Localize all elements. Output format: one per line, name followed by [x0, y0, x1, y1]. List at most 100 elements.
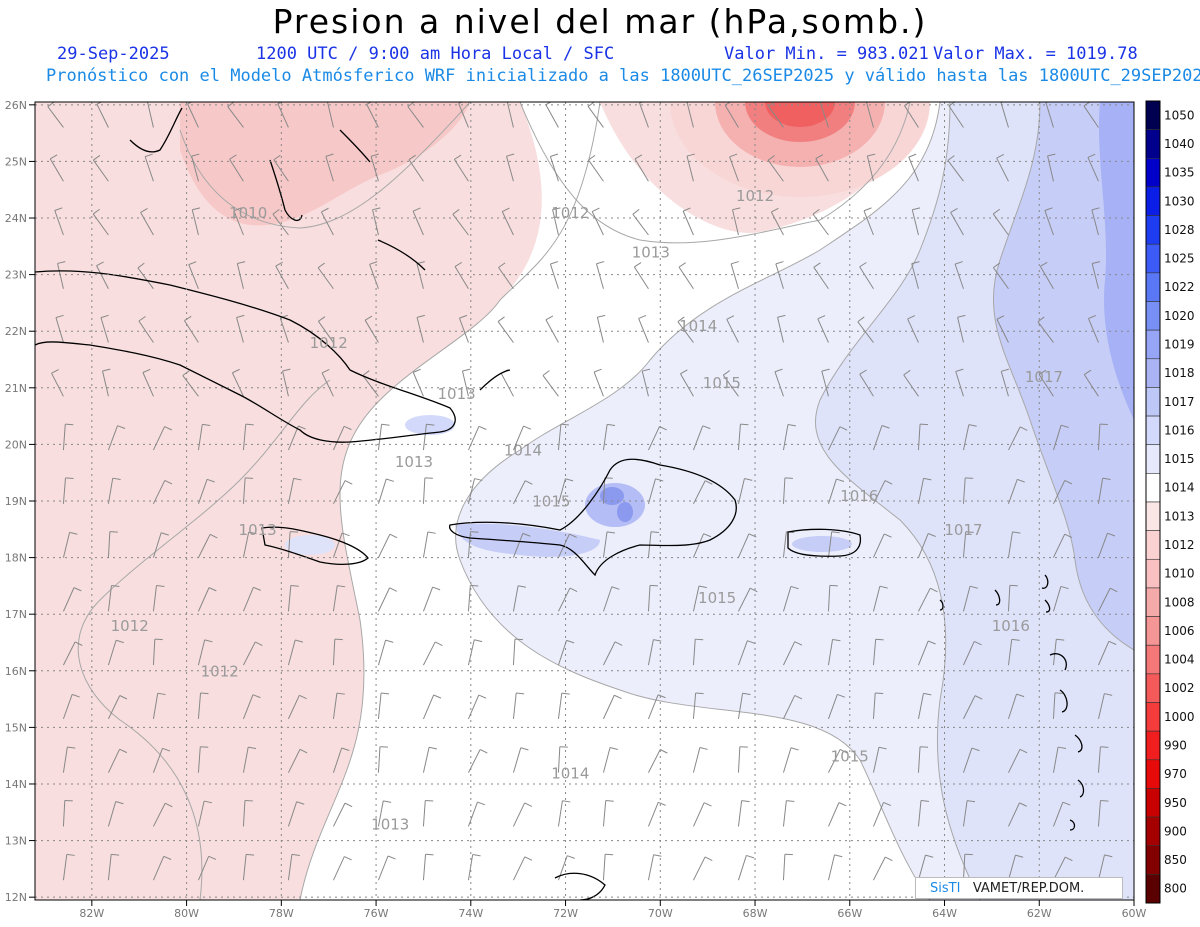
wind-barb-flag	[144, 153, 153, 158]
lat-tick-label: 26N	[5, 99, 27, 112]
wind-barb	[1097, 854, 1105, 881]
wind-barb	[412, 372, 424, 397]
wind-barb	[242, 477, 246, 504]
wind-barb	[1098, 587, 1111, 612]
wind-barb	[602, 854, 606, 881]
wind-barb-flag	[299, 694, 307, 700]
wind-barb-flag	[1015, 854, 1024, 858]
wind-barb-flag	[362, 370, 370, 376]
wind-barb	[917, 533, 929, 558]
wind-barb-flag	[163, 855, 172, 860]
wind-barb-flag	[550, 261, 559, 265]
wind-barb-flag	[479, 749, 488, 754]
wind-barbs	[47, 102, 1118, 881]
wind-barb-flag	[325, 153, 334, 157]
wind-barb-flag	[569, 587, 578, 593]
wind-barb	[467, 531, 471, 558]
wind-barb-flag	[386, 478, 395, 482]
wind-barb-flag	[204, 639, 213, 643]
wind-barb-flag	[245, 423, 254, 426]
wind-barb-flag	[290, 531, 299, 533]
credit-box: SisTI VAMET/REP.DOM.	[915, 877, 1123, 899]
wind-barb-flag	[883, 533, 892, 538]
wind-barb-flag	[777, 314, 786, 318]
wind-barb	[422, 424, 427, 451]
lon-tick-label: 74W	[458, 907, 483, 920]
wind-barb-flag	[478, 694, 487, 699]
wind-barb-flag	[923, 692, 932, 696]
wind-barb	[1052, 586, 1062, 612]
wind-barb	[775, 263, 784, 289]
wind-barb-flag	[474, 478, 483, 481]
wind-barb-flag	[794, 641, 803, 646]
wind-barb-flag	[343, 425, 352, 431]
wind-barb	[372, 209, 379, 236]
wind-barb-flag	[389, 533, 398, 539]
wind-barb	[947, 160, 964, 182]
wind-barb-flag	[1088, 314, 1097, 319]
wind-barb-flag	[65, 477, 74, 480]
wind-barb	[422, 641, 436, 666]
wind-barb	[197, 534, 211, 558]
wind-barb	[1007, 585, 1011, 612]
wind-barb-flag	[157, 692, 166, 696]
wind-barb	[1053, 480, 1066, 505]
wind-barb-flag	[658, 801, 666, 806]
wind-barb	[236, 263, 244, 289]
lat-tick-label: 21N	[5, 382, 27, 395]
wind-barb-flag	[1001, 368, 1010, 372]
wind-barb-flag	[291, 853, 300, 856]
wind-barb	[377, 692, 382, 719]
wind-barb	[545, 104, 559, 128]
colorbar-swatch	[1145, 673, 1161, 703]
wind-barb	[1008, 802, 1020, 827]
wind-barb	[273, 159, 289, 182]
wind-barb	[512, 747, 522, 773]
wind-barb	[321, 372, 334, 397]
wind-barb-flag	[434, 641, 443, 647]
wind-barb	[962, 800, 968, 827]
wind-barb	[593, 371, 604, 397]
wind-barb	[1088, 318, 1099, 343]
wind-barb-flag	[867, 153, 876, 157]
wind-barb-flag	[317, 262, 325, 269]
wind-barb	[332, 480, 346, 505]
wind-barb	[767, 159, 784, 182]
wind-barb	[647, 694, 659, 720]
wind-barb-flag	[65, 423, 74, 426]
isobar-label: 1012	[111, 617, 149, 635]
wind-barb-flag	[881, 425, 890, 429]
colorbar-label: 1022	[1164, 280, 1195, 294]
lon-tick-label: 62W	[1027, 907, 1052, 920]
colorbar-swatch	[1145, 186, 1161, 216]
wind-barb-flag	[790, 585, 799, 590]
wind-barb-flag	[695, 638, 704, 641]
wind-barb-flag	[722, 370, 731, 376]
wind-barb	[737, 746, 741, 773]
wind-barb-flag	[71, 693, 80, 698]
wind-barb-flag	[1100, 746, 1109, 748]
wind-barb	[962, 586, 971, 612]
wind-barb	[1097, 800, 1101, 827]
colorbar: 1050 1040 1035 1030 1028 1025 1022 1020 1019 1018…	[1145, 100, 1195, 904]
wind-barb-flag	[93, 155, 101, 161]
colorbar-label: 1030	[1164, 194, 1195, 208]
wind-barb	[827, 478, 837, 504]
wind-barb-flag	[341, 532, 350, 537]
wind-barb	[377, 424, 383, 451]
wind-barb	[647, 639, 654, 666]
wind-barb	[422, 800, 426, 827]
wind-barb-flag	[318, 316, 326, 322]
colorbar-swatch	[1145, 759, 1161, 789]
wind-barb-flag	[1060, 424, 1069, 429]
colorbar-label: 970	[1164, 767, 1187, 781]
wind-barb	[467, 854, 474, 881]
wind-barb-flag	[1104, 854, 1113, 858]
wind-barb	[962, 531, 967, 558]
wind-barb-flag	[883, 802, 892, 807]
wind-barb-flag	[597, 314, 606, 318]
wind-barb-flag	[272, 208, 280, 215]
wind-barb	[686, 102, 694, 128]
wind-barb	[859, 373, 874, 397]
wind-barb-flag	[859, 262, 867, 268]
